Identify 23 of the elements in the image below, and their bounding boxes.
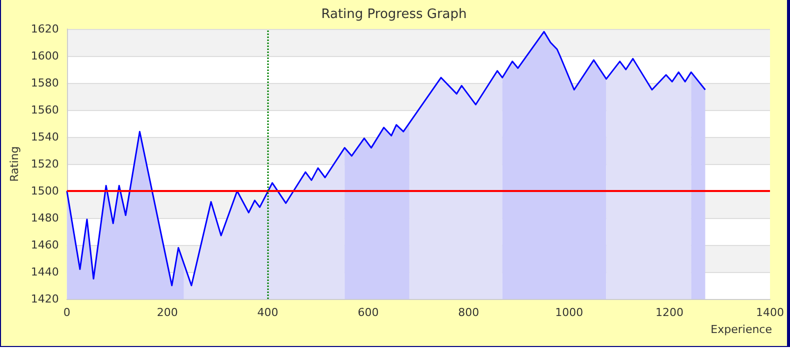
y-tick-label: 1520: [30, 158, 59, 170]
x-tick-label: 1400: [756, 306, 784, 319]
x-tick-label: 800: [458, 306, 480, 319]
x-axis-title: Experience: [710, 323, 772, 336]
y-tick-label: 1460: [30, 238, 59, 252]
x-tick-label: 1000: [555, 306, 584, 319]
y-tick-label: 1600: [30, 50, 59, 62]
x-tick-label: 200: [156, 306, 178, 319]
x-tick-label: 600: [358, 306, 379, 319]
x-tick-label: 400: [257, 306, 278, 319]
chart-title: Rating Progress Graph: [321, 7, 467, 22]
x-tick-label: 1200: [656, 306, 684, 319]
y-tick-label: 1500: [30, 184, 59, 198]
y-tick-label: 1620: [30, 22, 59, 36]
line-series: [66, 30, 706, 286]
y-tick-label: 1560: [30, 104, 59, 116]
y-tick-label: 1420: [30, 292, 59, 306]
x-tick-label: 0: [63, 306, 70, 319]
y-axis-title: Rating: [8, 146, 21, 182]
y-tick-label: 1440: [30, 266, 59, 278]
y-tick-label: 1480: [30, 212, 59, 224]
y-tick-label: 1540: [30, 130, 59, 144]
y-tick-label: 1580: [30, 76, 59, 90]
